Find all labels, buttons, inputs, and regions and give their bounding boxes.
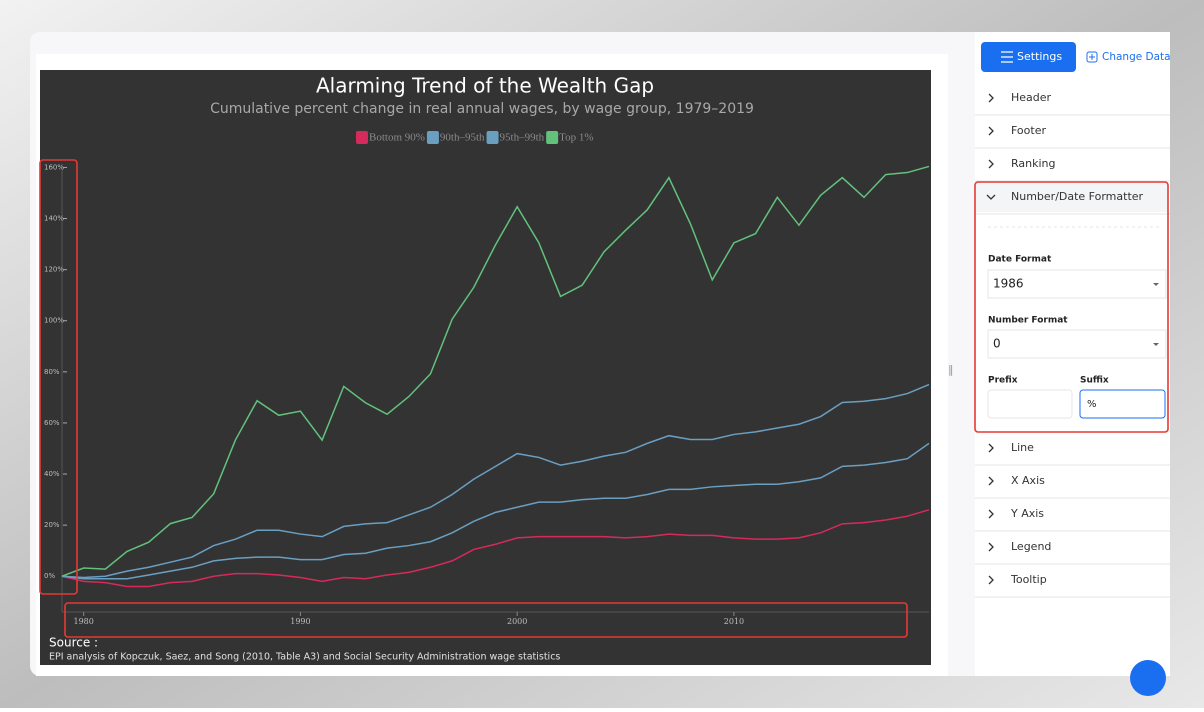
highlight-box — [974, 181, 1169, 433]
section-header-bg — [976, 182, 1168, 212]
y-tick-label: 20% — [44, 521, 60, 529]
legend-swatch — [486, 131, 499, 144]
y-tick-label: 0% — [44, 572, 55, 580]
chevron — [988, 509, 994, 519]
resize-handle[interactable]: ‖ — [948, 363, 954, 376]
settings-tab-label[interactable]: Settings — [1017, 50, 1062, 63]
number-format-value[interactable]: 0 — [993, 337, 1001, 351]
suffix-value[interactable]: % — [1087, 399, 1097, 410]
y-tick-label: 80% — [44, 368, 60, 376]
plot: 0% 20% 40% 60% 80% 100% 120% 140% 160% 1980 1990 20… — [44, 163, 930, 626]
source-text: EPI analysis of Kopczuk, Saez, and Song … — [49, 652, 560, 663]
number-format-label: Number Format — [988, 316, 1068, 326]
x-tick-label: 2010 — [724, 617, 744, 626]
number-format-select[interactable] — [987, 329, 1167, 359]
chevron — [986, 194, 996, 200]
x-tick-label: 2000 — [507, 617, 527, 626]
chevron — [988, 93, 994, 103]
chart-subtitle: Cumulative percent change in real annual… — [210, 101, 754, 117]
sections: Header Footer Ranking Number/Date Formatter… — [975, 91, 1170, 598]
chevron — [988, 126, 994, 136]
source-label: Source : — [49, 636, 98, 650]
legend-label: Top 1% — [559, 132, 593, 144]
series-line — [61, 383, 930, 579]
series-line — [61, 165, 930, 577]
series-line — [61, 442, 930, 580]
section-title[interactable]: X Axis — [1011, 474, 1045, 487]
y-tick-label: 120% — [44, 266, 64, 274]
section-title[interactable]: Y Axis — [1010, 507, 1044, 520]
help-button[interactable] — [1130, 660, 1166, 696]
y-tick-label: 140% — [44, 215, 64, 223]
legend-label: Bottom 90% — [369, 132, 425, 144]
suffix-input[interactable] — [1079, 389, 1166, 419]
chevron — [988, 443, 994, 453]
y-tick-label: 40% — [44, 470, 60, 478]
chevron — [988, 542, 994, 552]
chevron — [988, 159, 994, 169]
legend-swatch — [426, 131, 439, 144]
highlight-box — [39, 159, 78, 595]
y-tick-label: 100% — [44, 317, 64, 325]
suffix-label: Suffix — [1080, 376, 1109, 386]
settings-icon — [1001, 51, 1013, 63]
x-tick-label: 1990 — [290, 617, 310, 626]
chart-title: Alarming Trend of the Wealth Gap — [316, 74, 654, 98]
highlight-box — [64, 602, 908, 638]
legend-label: 90th–95th — [440, 132, 485, 144]
series-line — [61, 509, 930, 588]
section-title[interactable]: Ranking — [1011, 157, 1056, 170]
section-title[interactable]: Footer — [1011, 124, 1046, 137]
legend-swatch — [546, 131, 559, 144]
legend-label: 95th–99th — [500, 132, 545, 144]
dropdown-arrow — [1153, 343, 1159, 346]
dropdown-arrow — [1153, 283, 1159, 286]
prefix-input[interactable] — [987, 389, 1073, 419]
section-title[interactable]: Number/Date Formatter — [1011, 190, 1144, 203]
x-tick-label: 1980 — [73, 617, 93, 626]
date-format-label: Date Format — [988, 255, 1052, 265]
legend-swatch — [356, 131, 368, 144]
date-format-select[interactable] — [987, 269, 1167, 299]
date-format-value[interactable]: 1986 — [993, 277, 1024, 291]
section-title[interactable]: Line — [1011, 441, 1034, 454]
section-title[interactable]: Header — [1011, 91, 1052, 104]
section-title[interactable]: Tooltip — [1010, 573, 1047, 586]
change-data-icon-plus — [1089, 54, 1095, 60]
chevron — [988, 575, 994, 585]
y-tick-label: 160% — [44, 163, 64, 171]
change-data-icon — [1086, 51, 1098, 63]
change-data-tab-label[interactable]: Change Data — [1102, 51, 1171, 63]
legend: Bottom 90% 90th–95th 95th–99th Top 1% — [356, 131, 594, 144]
y-tick-label: 60% — [44, 419, 60, 427]
chart-background — [40, 70, 931, 665]
chevron — [988, 476, 994, 486]
settings-tab[interactable] — [981, 42, 1076, 72]
section-title[interactable]: Legend — [1011, 540, 1051, 553]
prefix-label: Prefix — [988, 376, 1018, 386]
